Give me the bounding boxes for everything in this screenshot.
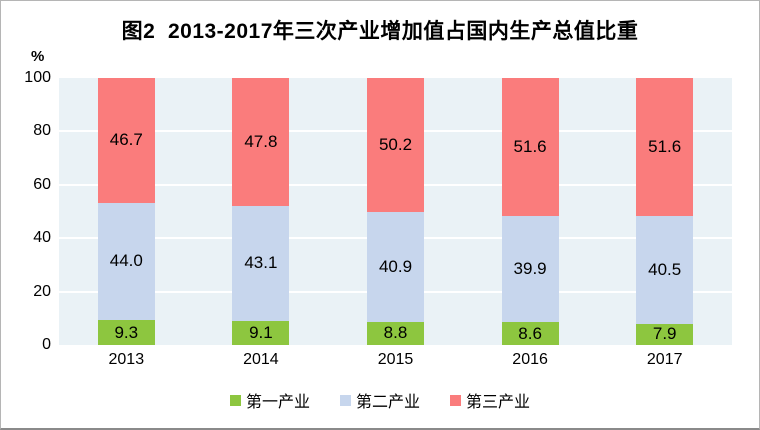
segment-value-label: 8.6: [518, 323, 542, 343]
bar-2014: 9.1 43.1 47.8: [232, 78, 290, 345]
bar-segment: 46.7: [97, 78, 155, 203]
bar-segment: 40.9: [367, 212, 424, 322]
bar-segment: 9.3: [97, 320, 155, 345]
segment-value-label: 40.5: [648, 259, 682, 279]
bar-segment: 51.6: [501, 77, 559, 216]
y-tick-label: 100: [24, 69, 51, 86]
y-tick-label: 80: [33, 122, 51, 140]
segment-value-label: 9.1: [249, 322, 273, 342]
y-axis-unit-label: %: [31, 48, 45, 65]
legend-swatch: [450, 394, 461, 406]
segment-value-label: 47.8: [244, 131, 278, 151]
y-tick-label: 40: [33, 229, 51, 247]
bar-segment: 43.1: [232, 205, 290, 321]
bar-segment: 47.8: [232, 78, 290, 206]
x-tick-label: 2013: [108, 351, 145, 368]
bar-segment: 7.9: [636, 323, 694, 345]
legend-swatch: [339, 394, 351, 406]
bar-segment: 39.9: [501, 215, 559, 323]
legend-label: 第二产业: [355, 394, 420, 411]
segment-value-label: 39.9: [513, 258, 547, 278]
legend-item: 第二产业: [339, 388, 420, 412]
bar-segment: 40.5: [636, 215, 694, 324]
bar-2013: 9.3 44.0 46.7: [97, 78, 155, 345]
bar-segment: 51.6: [636, 78, 694, 216]
segment-value-label: 51.6: [648, 136, 682, 156]
bar-2017: 7.9 40.5 51.6: [636, 78, 694, 345]
bar-2015: 8.8 40.9 50.2: [367, 78, 424, 345]
bar-segment: 9.1: [232, 320, 290, 345]
y-tick-label: 60: [33, 175, 51, 193]
x-tick-label: 2014: [243, 351, 279, 368]
legend-item: 第三产业: [450, 388, 530, 412]
bar-segment: 50.2: [367, 78, 424, 213]
segment-value-label: 50.2: [378, 135, 413, 155]
segment-value-label: 9.3: [114, 322, 139, 342]
x-tick-label: 2016: [512, 351, 548, 368]
segment-value-label: 8.8: [383, 323, 408, 343]
bar-segment: 44.0: [97, 202, 155, 321]
legend: 第一产业 第二产业 第三产业: [1, 388, 759, 412]
legend-swatch: [229, 394, 241, 406]
segment-value-label: 46.7: [109, 130, 143, 150]
chart-title: 图2 2013-2017年三次产业增加值占国内生产总值比重: [121, 20, 639, 43]
segment-value-label: 43.1: [244, 253, 278, 273]
bar-segment: 8.6: [501, 322, 559, 345]
legend-item: 第一产业: [229, 388, 310, 412]
y-tick-label: 0: [42, 336, 51, 353]
bar-2016: 8.6 39.9 51.6: [501, 77, 559, 345]
bar-segment: 8.8: [367, 321, 424, 345]
legend-label: 第一产业: [245, 394, 310, 411]
legend-label: 第三产业: [466, 394, 531, 411]
segment-value-label: 40.9: [378, 256, 413, 276]
y-tick-label: 20: [33, 282, 51, 300]
segment-value-label: 44.0: [109, 251, 143, 271]
segment-value-label: 51.6: [513, 136, 547, 156]
x-tick-label: 2017: [646, 351, 683, 368]
x-tick-label: 2015: [377, 351, 414, 368]
segment-value-label: 7.9: [652, 324, 677, 344]
plot-area: 9.3 44.0 46.7 9.1 43.1 47.8 8.8 40.9 50.2 8.6 39.9…: [59, 77, 732, 345]
